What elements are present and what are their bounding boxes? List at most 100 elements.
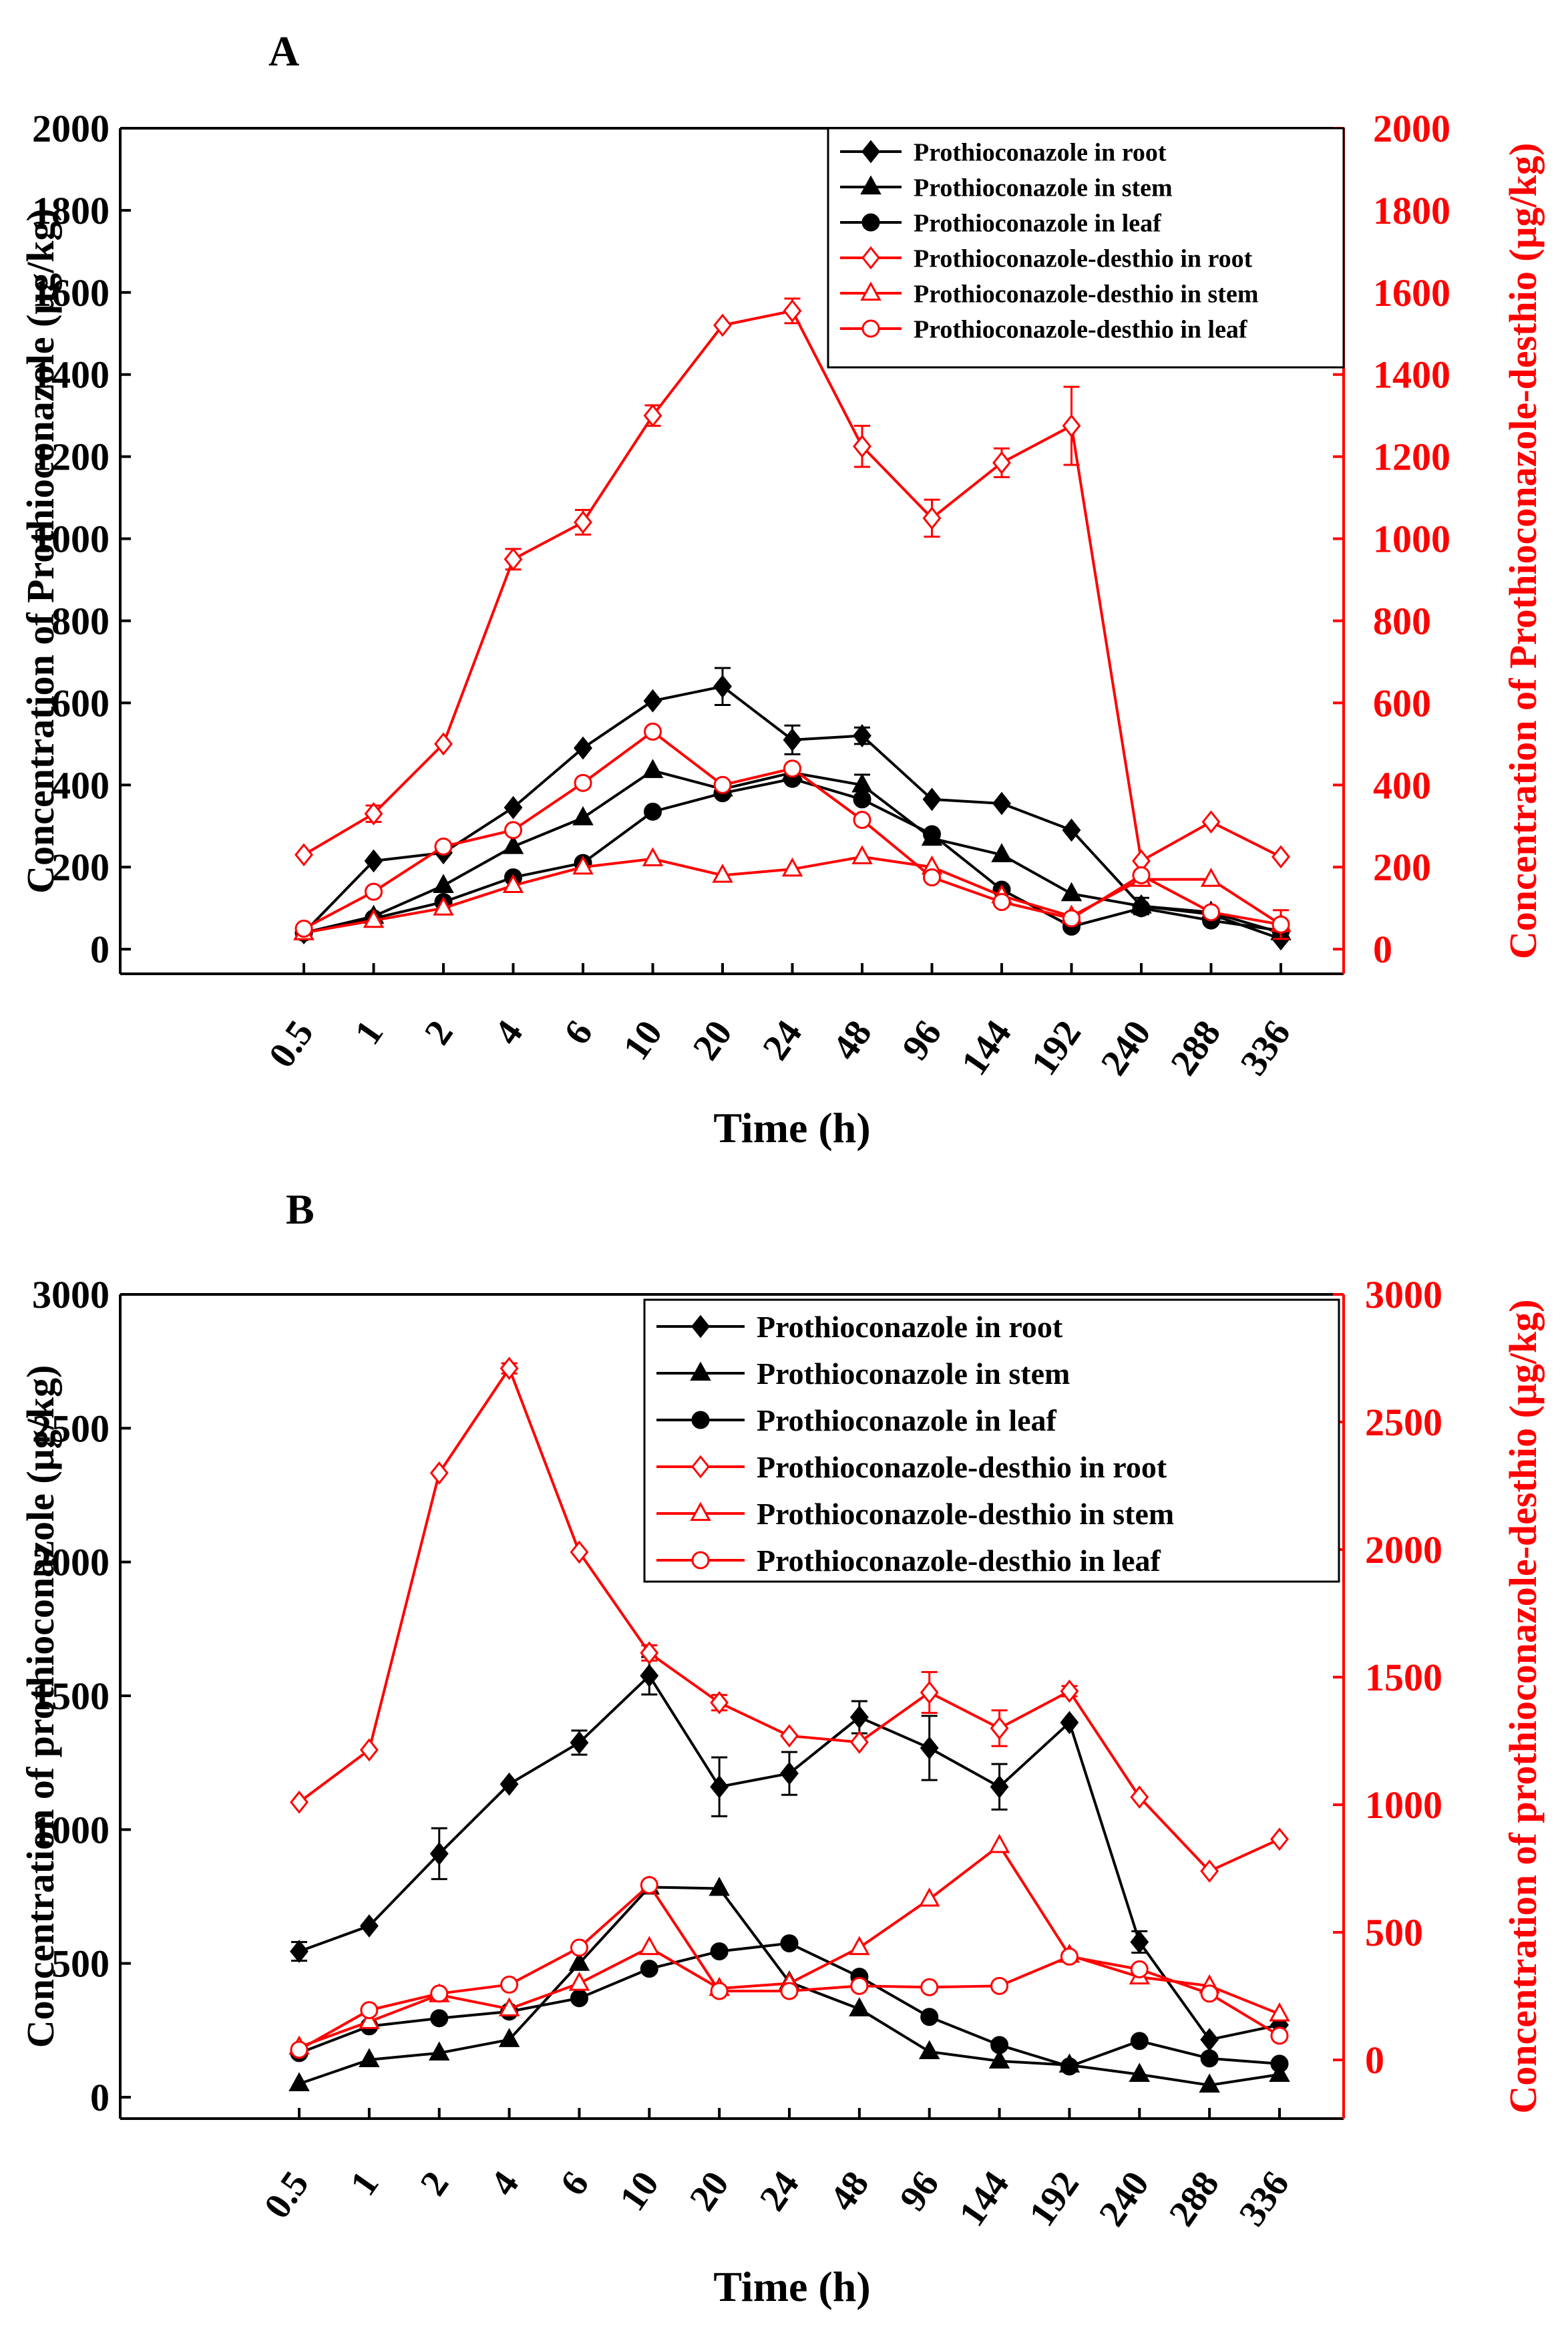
panel-a-left-tick-label: 600 [51, 681, 110, 725]
panel-b-data-point [709, 1876, 730, 1896]
panel-b-data-point [1200, 1984, 1219, 2003]
panel-a-left-tick-label: 0 [90, 928, 110, 971]
panel-b-data-point [918, 2040, 940, 2059]
panel-a-legend-label: Prothioconazole-desthio in leaf [914, 315, 1248, 343]
panel-a-data-point [1200, 868, 1222, 887]
panel-a-legend-label: Prothioconazole-desthio in root [914, 244, 1253, 273]
panel-a-data-point [783, 299, 802, 323]
panel-b-data-point [570, 1989, 588, 2008]
panel-b-data-point [638, 1936, 660, 1956]
panel-a-data-point [365, 882, 383, 901]
panel-a-x-axis-title: Time (h) [713, 1104, 870, 1151]
panel-b-data-point [920, 2008, 939, 2026]
panel-b-data-point [780, 1934, 799, 1953]
panel-b-series-prothioconazole-desthio-in-leaf [290, 1875, 1289, 2059]
panel-a-right-tick-label: 800 [1373, 599, 1431, 643]
panel-b-data-point [1130, 1960, 1149, 1979]
panel-b-x-tick-label: 24 [752, 2164, 807, 2218]
panel-b-x-tick-label: 10 [612, 2164, 667, 2218]
panel-a-data-point [712, 863, 733, 883]
panel-a-data-point [1132, 866, 1151, 885]
panel-a-x-tick-label: 96 [894, 1013, 950, 1067]
panel-b-x-tick-label: 144 [951, 2164, 1017, 2233]
panel-b-data-point [640, 1960, 658, 1978]
panel-b-right-axis-title: Concentration of prothioconazole-desthio… [1501, 1299, 1545, 2113]
panel-b-data-point [1199, 2073, 1220, 2093]
panel-a-data-point [504, 821, 522, 840]
panel-a-label: A [268, 27, 299, 75]
panel-b-data-point [290, 1790, 309, 1814]
panel-b-x-axis-title: Time (h) [713, 2263, 870, 2310]
panel-b-legend-marker [691, 1551, 710, 1570]
panel-a-data-point [922, 506, 942, 530]
panel-b-data-point [849, 1705, 869, 1729]
panel-a-data-point [295, 843, 313, 867]
panel-a-x-tick-label: 6 [556, 1013, 601, 1052]
panel-a-data-point [504, 795, 523, 820]
panel-b-data-point [1130, 1785, 1149, 1809]
panel-b-legend-label: Prothioconazole-desthio in stem [757, 1497, 1174, 1531]
panel-b-data-point [1060, 2057, 1079, 2076]
panel-b-left-tick-label: 0 [90, 2076, 110, 2119]
panel-b-label: B [286, 1186, 315, 1233]
panel-b-right-tick-label: 1500 [1365, 1656, 1442, 1699]
panel-a-left-tick-label: 1200 [32, 435, 110, 479]
panel-b-data-point [988, 1833, 1010, 1853]
panel-a-x-tick-label: 48 [825, 1013, 880, 1067]
panel-b-data-point [430, 2009, 449, 2028]
panel-b-x-tick-label: 0.5 [256, 2164, 317, 2226]
panel-a-x-tick-label: 1 [347, 1013, 391, 1052]
panel-a-data-point [1271, 915, 1290, 934]
panel-b-legend-label: Prothioconazole in root [757, 1310, 1063, 1344]
panel-b-legend-box [643, 1298, 1340, 1583]
panel-a-left-tick-label: 1400 [32, 353, 110, 397]
panel-b-data-point [500, 1357, 519, 1381]
panel-b-left-tick-label: 2000 [32, 1541, 110, 1584]
panel-a-right-tick-label: 0 [1373, 928, 1392, 971]
panel-b-right-tick-label: 2500 [1365, 1401, 1442, 1444]
panel-b-data-point [359, 2010, 380, 2029]
panel-a-data-point [851, 845, 873, 864]
panel-a-data-point [853, 434, 871, 458]
panel-b-legend-marker [691, 1411, 710, 1429]
panel-b-data-point [640, 1664, 659, 1688]
panel-a-data-point [644, 722, 662, 741]
panel-a-x-tick-label: 144 [954, 1013, 1020, 1083]
panel-a-data-point [434, 837, 453, 856]
panel-a-left-tick-label: 1600 [32, 271, 110, 315]
panel-a-data-point [713, 775, 732, 794]
panel-b-data-point [1129, 2063, 1151, 2082]
panel-b-legend: Prothioconazole in root Prothioconazole i… [643, 1298, 1340, 1583]
panel-b-data-point [1200, 1859, 1219, 1883]
panel-b-data-point [640, 1875, 658, 1894]
panel-b-x-tick-label: 96 [892, 2164, 947, 2218]
panel-b-data-point [429, 1841, 449, 1865]
panel-b-x-tick-label: 240 [1091, 2164, 1157, 2233]
panel-b-data-point [918, 1887, 940, 1907]
panel-b-data-point [1130, 2032, 1149, 2050]
panel-a-x-tick-label: 240 [1093, 1013, 1159, 1083]
panel-a-legend-label: Prothioconazole in root [914, 138, 1167, 166]
panel-a-data-point [923, 868, 941, 887]
panel-a-data-point [642, 847, 664, 867]
panel-a-data-point [992, 892, 1011, 911]
panel-b-legend-label: Prothioconazole-desthio in leaf [757, 1544, 1161, 1578]
panel-b-x-tick-label: 2 [413, 2164, 457, 2203]
panel-b-right-tick-label: 0 [1365, 2038, 1384, 2082]
panel-b-x-tick-label: 1 [343, 2164, 387, 2203]
panel-a-left-tick-label: 1000 [32, 518, 110, 561]
panel-b-data-point [1269, 2002, 1290, 2022]
panel-b-data-point [990, 1775, 1009, 1799]
panel-b-data-point [1060, 1711, 1079, 1735]
panel-a-right-tick-label: 1200 [1373, 435, 1450, 479]
panel-b-data-point [850, 1976, 869, 1995]
panel-a-data-point [1202, 903, 1220, 922]
panel-b-data-point [1060, 1947, 1079, 1966]
panel-b-left-axis-title: Concentration of prothioconazole (μg/kg) [19, 1365, 62, 2048]
panel-b-left-tick-label: 1500 [32, 1674, 110, 1718]
panel-a-right-tick-label: 1600 [1373, 271, 1450, 315]
panel-a-data-point [572, 855, 594, 875]
panel-b-data-point [849, 1997, 870, 2016]
panel-a-data-point [1132, 899, 1151, 918]
panel-b-data-point [429, 1461, 449, 1485]
